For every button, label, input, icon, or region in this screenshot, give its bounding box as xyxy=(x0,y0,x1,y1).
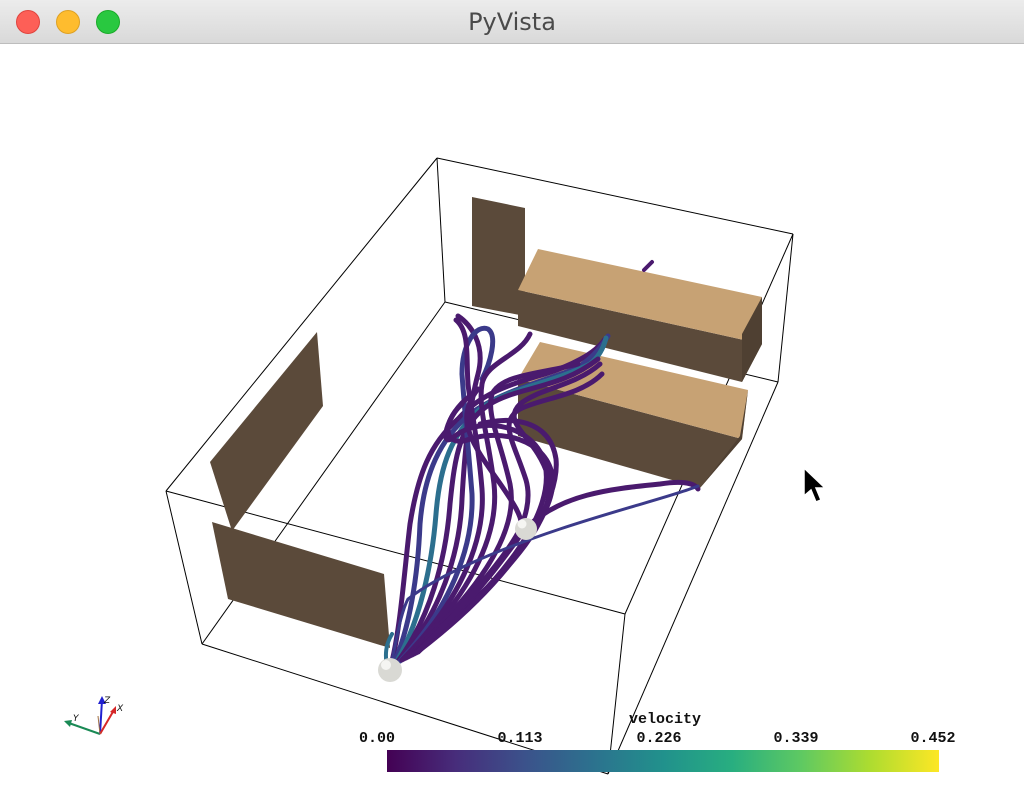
minimize-button[interactable] xyxy=(56,10,80,34)
scalar-bar-tick: 0.113 xyxy=(497,730,543,747)
axis-y-label: Y xyxy=(73,714,80,724)
sphere-icon xyxy=(378,658,402,682)
arrow-cursor-icon xyxy=(803,466,827,503)
scalar-bar-tick: 0.226 xyxy=(636,730,682,747)
close-button[interactable] xyxy=(16,10,40,34)
scalar-bar-gradient xyxy=(387,750,939,772)
scalar-bar-tick: 0.339 xyxy=(773,730,819,747)
wall-panel-back xyxy=(472,197,525,316)
axis-x-label: X xyxy=(116,704,124,714)
axis-z-label: Z xyxy=(103,696,111,706)
streamlines xyxy=(383,260,701,674)
orientation-axes: Y Z X xyxy=(64,696,124,735)
zoom-button[interactable] xyxy=(96,10,120,34)
scene-svg[interactable]: Y Z X xyxy=(0,44,1024,812)
wall-panel-left-lower xyxy=(212,522,390,648)
sphere-icon xyxy=(515,518,537,540)
block-upper xyxy=(518,249,762,382)
window-title: PyVista xyxy=(468,8,556,36)
scalar-bar-title: velocity xyxy=(628,711,701,728)
render-viewport[interactable]: Y Z X velocity 0.00 0.113 0.226 0.339 0.… xyxy=(0,44,1024,812)
scalar-bar-tick: 0.452 xyxy=(910,730,956,747)
title-bar: PyVista xyxy=(0,0,1024,44)
scalar-bar-tick: 0.00 xyxy=(358,730,395,747)
wall-panel-left-upper xyxy=(210,332,323,531)
